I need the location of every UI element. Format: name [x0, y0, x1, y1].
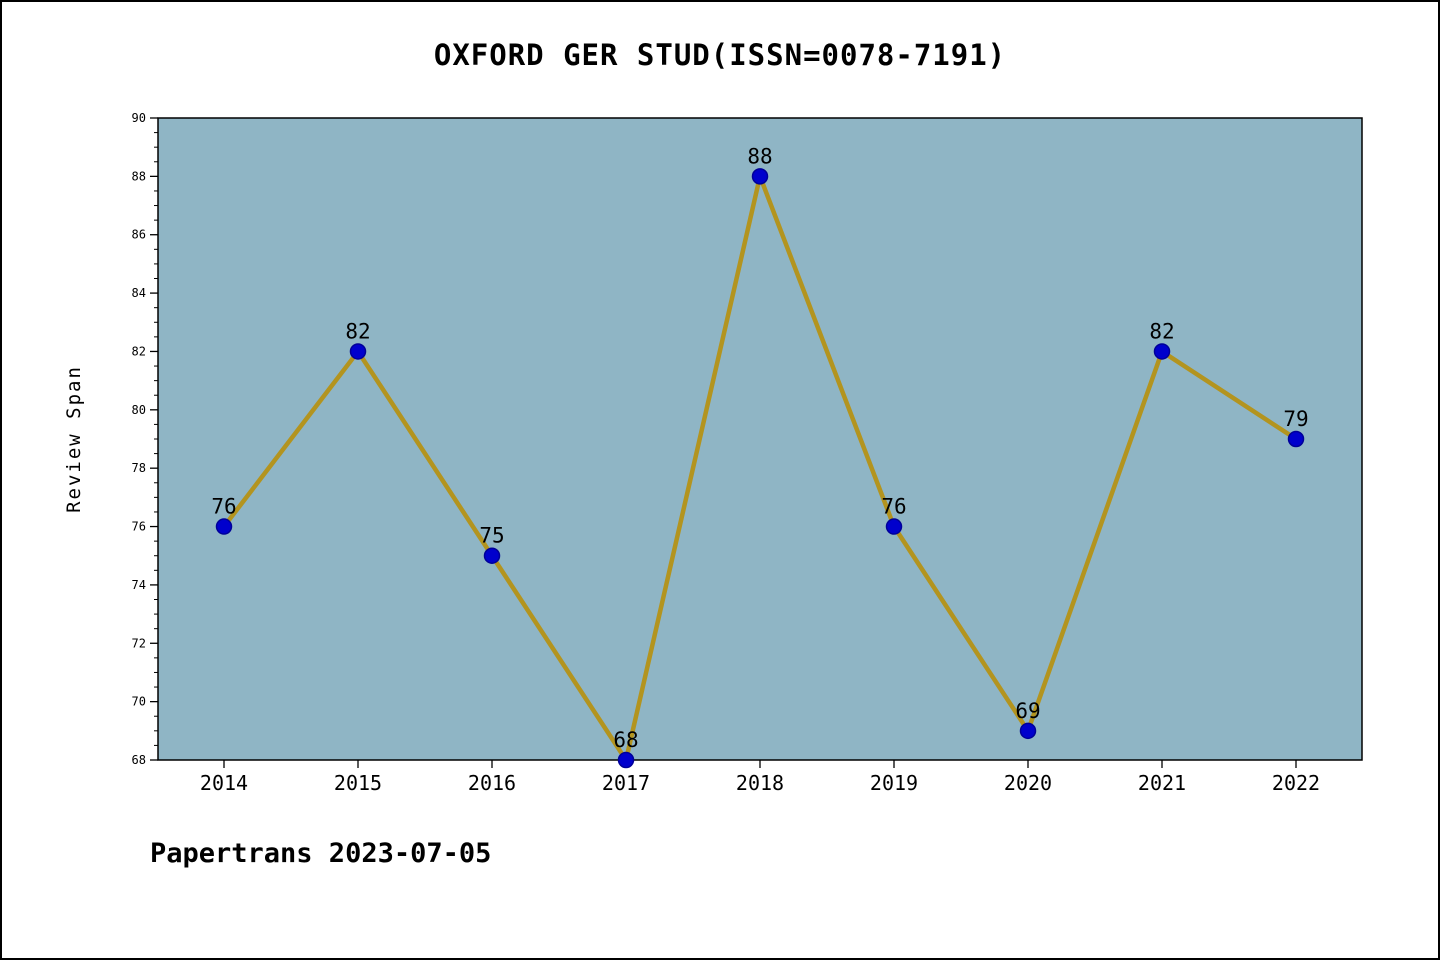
data-point — [349, 343, 367, 360]
data-point-label: 76 — [211, 495, 236, 519]
y-axis-tick-label: 88 — [132, 169, 146, 183]
y-axis-tick-label: 80 — [132, 403, 146, 417]
data-point — [1287, 430, 1305, 448]
y-axis-tick-label: 84 — [132, 286, 146, 300]
data-point-label: 88 — [747, 144, 772, 168]
data-point — [751, 168, 769, 185]
data-point-label: 75 — [479, 524, 504, 548]
x-axis-tick-label: 2022 — [1272, 771, 1320, 795]
data-point — [885, 518, 903, 535]
data-point — [483, 547, 501, 564]
x-axis-tick-label: 2019 — [870, 771, 918, 795]
y-axis-tick-label: 72 — [132, 636, 146, 650]
y-axis-tick-label: 70 — [132, 695, 146, 709]
x-axis-tick-label: 2015 — [334, 771, 382, 795]
y-axis-tick-label: 78 — [132, 461, 146, 475]
x-axis-tick-label: 2016 — [468, 771, 516, 795]
data-point-label: 76 — [881, 495, 906, 519]
data-point-label: 79 — [1283, 407, 1308, 431]
x-axis-tick-label: 2021 — [1138, 771, 1186, 795]
x-axis-tick-label: 2018 — [736, 771, 784, 795]
data-point-label: 82 — [1149, 319, 1174, 343]
data-point — [215, 518, 233, 535]
y-axis-tick-label: 86 — [132, 228, 146, 242]
data-point — [1019, 722, 1037, 740]
data-point-label: 82 — [345, 319, 370, 343]
y-axis-tick-label: 90 — [132, 111, 146, 125]
chart-title: OXFORD GER STUD(ISSN=0078-7191) — [433, 38, 1007, 72]
data-point — [617, 751, 635, 769]
x-axis-tick-label: 2020 — [1004, 771, 1052, 795]
y-axis-tick-label: 74 — [132, 578, 146, 592]
plot-area — [157, 117, 1363, 761]
data-point-label: 69 — [1015, 699, 1040, 723]
x-axis-tick-label: 2017 — [602, 771, 650, 795]
y-axis-tick-label: 68 — [132, 753, 146, 767]
y-axis-tick-label: 82 — [132, 344, 146, 358]
data-point-label: 68 — [613, 728, 638, 752]
x-axis-tick-label: 2014 — [200, 771, 248, 795]
footer-caption: Papertrans 2023-07-05 — [150, 838, 492, 869]
y-axis-label: Review Span — [63, 365, 85, 513]
y-axis-tick-label: 76 — [132, 520, 146, 534]
data-point — [1153, 343, 1171, 360]
